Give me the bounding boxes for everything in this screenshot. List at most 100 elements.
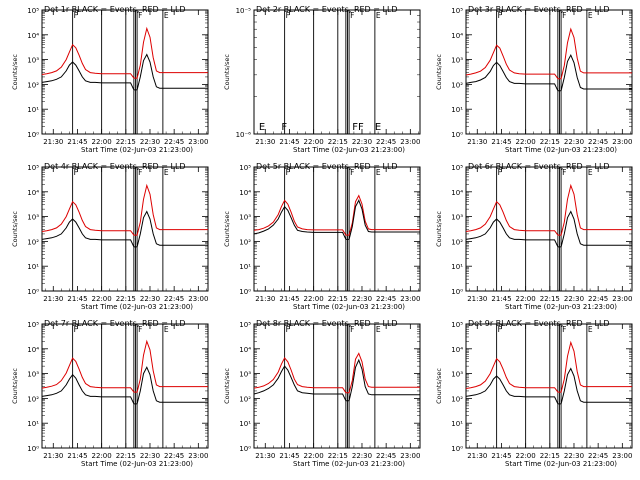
y-tick-label: 10⁻⁵ bbox=[236, 7, 252, 15]
y-tick-label: 10⁰ bbox=[239, 288, 251, 296]
x-tick-label: 22:30 bbox=[140, 295, 160, 303]
x-axis-label: Start Time (02-Jun-03 21:23:00) bbox=[505, 146, 617, 154]
y-tick-label: 10⁵ bbox=[451, 7, 463, 15]
x-tick-label: 21:45 bbox=[491, 138, 511, 146]
x-axis-label: Start Time (02-Jun-03 21:23:00) bbox=[505, 460, 617, 468]
y-tick-label: 10⁵ bbox=[239, 164, 251, 172]
events-series-line bbox=[253, 199, 420, 240]
x-tick-label: 22:45 bbox=[376, 452, 396, 460]
x-tick-label: 22:30 bbox=[352, 138, 372, 146]
y-tick-label: 10⁴ bbox=[27, 32, 39, 40]
lld-series-line bbox=[253, 352, 420, 394]
x-tick-label: 21:30 bbox=[255, 452, 275, 460]
panel-title: Det 3r BLACK = Events, RED = LLD bbox=[468, 5, 610, 14]
x-tick-label: 21:45 bbox=[279, 452, 299, 460]
x-tick-label: 22:30 bbox=[564, 452, 584, 460]
y-tick-label: 10⁴ bbox=[27, 346, 39, 354]
x-tick-label: 21:45 bbox=[491, 295, 511, 303]
y-tick-label: 10¹ bbox=[451, 263, 463, 271]
lld-series-line bbox=[41, 183, 208, 236]
y-tick-label: 10³ bbox=[451, 214, 463, 222]
y-axis-label: Counts/sec bbox=[11, 54, 19, 90]
marker-label: F bbox=[350, 325, 354, 334]
x-tick-label: 23:00 bbox=[400, 452, 420, 460]
marker-label: F bbox=[498, 11, 502, 20]
x-tick-label: 23:00 bbox=[400, 295, 420, 303]
y-tick-label: 10⁵ bbox=[451, 164, 463, 172]
lld-series-line bbox=[465, 340, 632, 393]
events-series-line bbox=[41, 366, 208, 405]
lld-series-line bbox=[253, 194, 420, 236]
marker-label: E bbox=[164, 11, 169, 20]
y-tick-label: 10³ bbox=[239, 371, 251, 379]
y-tick-label: 10³ bbox=[451, 371, 463, 379]
lld-series-line bbox=[41, 26, 208, 79]
y-axis-label: Counts/sec bbox=[435, 368, 443, 404]
x-tick-label: 21:30 bbox=[467, 452, 487, 460]
plot-frame bbox=[253, 166, 421, 292]
panel-title: Det 5r BLACK = Events, RED = LLD bbox=[256, 162, 398, 171]
y-tick-label: 10⁰ bbox=[451, 288, 463, 296]
y-tick-label: 10² bbox=[239, 395, 251, 403]
x-tick-label: 22:15 bbox=[328, 452, 348, 460]
y-tick-label: 10⁰ bbox=[451, 445, 463, 453]
y-tick-label: 10¹ bbox=[27, 263, 39, 271]
x-tick-label: 22:00 bbox=[92, 295, 112, 303]
events-series-line bbox=[465, 54, 632, 92]
panel-4: Det 4r BLACK = Events, RED = LLD Counts/s… bbox=[11, 162, 209, 311]
y-tick-label: 10⁴ bbox=[451, 189, 463, 197]
panel-5: Det 5r BLACK = Events, RED = LLD Counts/s… bbox=[223, 162, 421, 311]
y-tick-label: 10¹ bbox=[27, 420, 39, 428]
events-series-line bbox=[41, 53, 208, 91]
y-tick-label: 10⁵ bbox=[27, 164, 39, 172]
x-tick-label: 22:00 bbox=[516, 138, 536, 146]
x-tick-label: 22:00 bbox=[304, 138, 324, 146]
marker-label: F bbox=[138, 168, 142, 177]
lld-series-line bbox=[41, 339, 208, 393]
x-tick-label: 21:45 bbox=[67, 138, 87, 146]
marker-label: E bbox=[164, 325, 169, 334]
y-tick-label: 10² bbox=[27, 238, 39, 246]
x-tick-label: 23:00 bbox=[612, 295, 632, 303]
plot-frame bbox=[465, 323, 633, 449]
marker-label: F bbox=[74, 11, 78, 20]
panel-7: Det 7r BLACK = Events, RED = LLD Counts/s… bbox=[11, 319, 209, 468]
panel-title: Det 4r BLACK = Events, RED = LLD bbox=[44, 162, 186, 171]
y-axis-label: Counts/sec bbox=[11, 211, 19, 247]
x-tick-label: 22:15 bbox=[116, 295, 136, 303]
x-tick-label: 22:45 bbox=[376, 138, 396, 146]
x-tick-label: 22:45 bbox=[376, 295, 396, 303]
y-tick-label: 10³ bbox=[27, 371, 39, 379]
y-tick-label: 10⁰ bbox=[27, 445, 39, 453]
marker-label: F bbox=[286, 325, 290, 334]
y-tick-label: 10² bbox=[451, 81, 463, 89]
x-axis-label: Start Time (02-Jun-03 21:23:00) bbox=[293, 460, 405, 468]
x-tick-label: 21:30 bbox=[43, 295, 63, 303]
panel-1: Det 1r BLACK = Events, RED = LLD Counts/s… bbox=[11, 5, 209, 154]
marker-label: FF bbox=[352, 122, 364, 133]
y-tick-label: 10² bbox=[451, 395, 463, 403]
y-axis-label: Counts/sec bbox=[223, 54, 231, 90]
y-tick-label: 10⁵ bbox=[451, 321, 463, 329]
marker-label: E bbox=[375, 122, 381, 133]
plot-frame bbox=[253, 9, 421, 135]
x-tick-label: 21:30 bbox=[43, 138, 63, 146]
marker-label: F bbox=[350, 168, 354, 177]
x-tick-label: 22:00 bbox=[92, 452, 112, 460]
y-axis-label: Counts/sec bbox=[223, 368, 231, 404]
marker-label: F bbox=[562, 168, 566, 177]
y-tick-label: 10⁵ bbox=[239, 321, 251, 329]
x-axis-label: Start Time (02-Jun-03 21:23:00) bbox=[293, 146, 405, 154]
y-tick-label: 10¹ bbox=[239, 263, 251, 271]
marker-label: E bbox=[376, 325, 381, 334]
x-tick-label: 22:15 bbox=[540, 295, 560, 303]
panel-2: Det 2r BLACK = Events, RED = LLD Counts/s… bbox=[223, 5, 421, 154]
plot-frame bbox=[465, 166, 633, 292]
x-tick-label: 21:30 bbox=[467, 138, 487, 146]
marker-label: E bbox=[588, 168, 593, 177]
x-tick-label: 23:00 bbox=[188, 295, 208, 303]
x-tick-label: 21:45 bbox=[491, 452, 511, 460]
y-tick-label: 10⁵ bbox=[27, 321, 39, 329]
x-axis-label: Start Time (02-Jun-03 21:23:00) bbox=[505, 303, 617, 311]
